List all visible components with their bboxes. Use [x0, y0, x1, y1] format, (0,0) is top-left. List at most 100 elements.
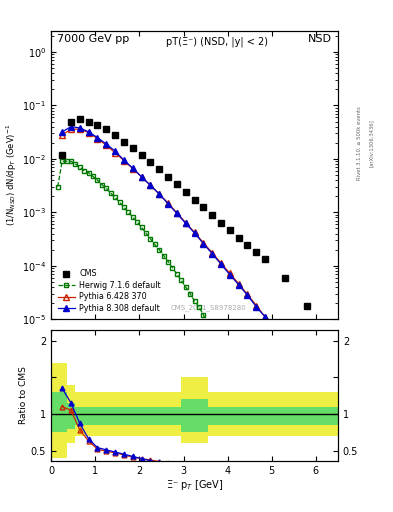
- CMS: [245, 242, 250, 248]
- Pythia 8.308 default: [254, 304, 259, 310]
- Pythia 6.428 370: [300, 348, 305, 354]
- Pythia 8.308 default: [113, 148, 118, 154]
- CMS: [254, 249, 259, 255]
- Pythia 8.308 default: [228, 272, 232, 278]
- Pythia 8.308 default: [69, 123, 73, 130]
- Pythia 8.308 default: [86, 129, 91, 135]
- Pythia 8.308 default: [236, 282, 241, 288]
- Pythia 6.428 370: [245, 291, 250, 297]
- Herwig 7.1.6 default: [108, 190, 113, 196]
- Text: pT(Ξ⁻) (NSD, |y| < 2): pT(Ξ⁻) (NSD, |y| < 2): [167, 36, 268, 47]
- Pythia 6.428 370: [104, 142, 108, 148]
- CMS: [121, 139, 126, 145]
- Pythia 6.428 370: [148, 182, 153, 188]
- Pythia 6.428 370: [60, 132, 64, 138]
- CMS: [95, 122, 100, 128]
- CMS: [283, 274, 287, 281]
- Pythia 8.308 default: [219, 261, 223, 267]
- CMS: [139, 152, 144, 158]
- Pythia 8.308 default: [166, 201, 171, 207]
- CMS: [104, 126, 108, 132]
- Pythia 6.428 370: [139, 174, 144, 180]
- Pythia 8.308 default: [130, 165, 135, 171]
- Line: Herwig 7.1.6 default: Herwig 7.1.6 default: [55, 159, 314, 424]
- Pythia 8.308 default: [60, 129, 64, 135]
- CMS: [60, 152, 64, 158]
- CMS: [113, 132, 118, 138]
- Pythia 8.308 default: [139, 174, 144, 180]
- Pythia 8.308 default: [300, 350, 305, 356]
- Pythia 6.428 370: [201, 240, 206, 246]
- Y-axis label: Ratio to CMS: Ratio to CMS: [19, 366, 28, 424]
- Pythia 6.428 370: [77, 126, 82, 132]
- Line: Pythia 8.308 default: Pythia 8.308 default: [59, 124, 323, 378]
- Pythia 6.428 370: [236, 281, 241, 287]
- CMS: [69, 119, 73, 125]
- Pythia 8.308 default: [318, 372, 323, 378]
- Line: Pythia 6.428 370: Pythia 6.428 370: [59, 126, 323, 378]
- Herwig 7.1.6 default: [126, 209, 131, 216]
- Y-axis label: (1/N$_{NSD}$) dN/dp$_T$ (GeV)$^{-1}$: (1/N$_{NSD}$) dN/dp$_T$ (GeV)$^{-1}$: [5, 124, 19, 226]
- Pythia 8.308 default: [278, 329, 283, 335]
- Pythia 6.428 370: [157, 191, 162, 197]
- Pythia 8.308 default: [121, 157, 126, 163]
- Pythia 8.308 default: [148, 182, 153, 188]
- CMS: [166, 174, 171, 180]
- Pythia 8.308 default: [201, 241, 206, 247]
- CMS: [192, 197, 197, 203]
- Herwig 7.1.6 default: [60, 158, 64, 164]
- Pythia 6.428 370: [192, 229, 197, 236]
- Line: CMS: CMS: [59, 116, 310, 309]
- Pythia 6.428 370: [254, 303, 259, 309]
- CMS: [210, 212, 215, 218]
- Pythia 6.428 370: [184, 220, 188, 226]
- CMS: [184, 189, 188, 195]
- Pythia 8.308 default: [95, 135, 100, 141]
- Pythia 6.428 370: [228, 270, 232, 276]
- CMS: [236, 235, 241, 241]
- Pythia 6.428 370: [318, 372, 323, 378]
- Pythia 8.308 default: [263, 314, 268, 320]
- Pythia 6.428 370: [86, 130, 91, 136]
- Text: NSD: NSD: [308, 34, 332, 44]
- Herwig 7.1.6 default: [130, 214, 135, 220]
- Pythia 6.428 370: [278, 328, 283, 334]
- Pythia 8.308 default: [104, 141, 108, 147]
- Pythia 8.308 default: [77, 125, 82, 131]
- CMS: [130, 145, 135, 151]
- Pythia 8.308 default: [157, 191, 162, 197]
- Pythia 8.308 default: [184, 220, 188, 226]
- Herwig 7.1.6 default: [219, 340, 223, 347]
- Text: CMS_2011_S8978280: CMS_2011_S8978280: [171, 304, 247, 311]
- Herwig 7.1.6 default: [55, 184, 60, 190]
- Pythia 8.308 default: [174, 210, 179, 217]
- Text: 7000 GeV pp: 7000 GeV pp: [57, 34, 129, 44]
- CMS: [263, 255, 268, 262]
- CMS: [219, 220, 223, 226]
- CMS: [305, 303, 309, 309]
- Legend: CMS, Herwig 7.1.6 default, Pythia 6.428 370, Pythia 8.308 default: CMS, Herwig 7.1.6 default, Pythia 6.428 …: [54, 266, 164, 316]
- Pythia 6.428 370: [130, 165, 135, 172]
- Pythia 6.428 370: [263, 314, 268, 320]
- Pythia 8.308 default: [192, 230, 197, 236]
- Pythia 6.428 370: [174, 210, 179, 216]
- CMS: [201, 204, 206, 210]
- CMS: [228, 227, 232, 233]
- Pythia 8.308 default: [210, 251, 215, 257]
- CMS: [86, 118, 91, 124]
- Pythia 6.428 370: [166, 200, 171, 206]
- Pythia 6.428 370: [210, 250, 215, 256]
- Herwig 7.1.6 default: [206, 320, 210, 326]
- Herwig 7.1.6 default: [292, 394, 296, 400]
- Pythia 6.428 370: [69, 126, 73, 132]
- X-axis label: Ξ⁻ p$_T$ [GeV]: Ξ⁻ p$_T$ [GeV]: [166, 478, 223, 493]
- Text: [arXiv:1306.3436]: [arXiv:1306.3436]: [369, 119, 374, 167]
- Pythia 6.428 370: [113, 150, 118, 156]
- Herwig 7.1.6 default: [309, 419, 314, 425]
- Pythia 8.308 default: [245, 292, 250, 298]
- Text: Rivet 3.1.10, ≥ 500k events: Rivet 3.1.10, ≥ 500k events: [357, 106, 362, 180]
- Pythia 6.428 370: [121, 158, 126, 164]
- CMS: [174, 181, 179, 187]
- Pythia 6.428 370: [95, 136, 100, 142]
- CMS: [148, 159, 153, 165]
